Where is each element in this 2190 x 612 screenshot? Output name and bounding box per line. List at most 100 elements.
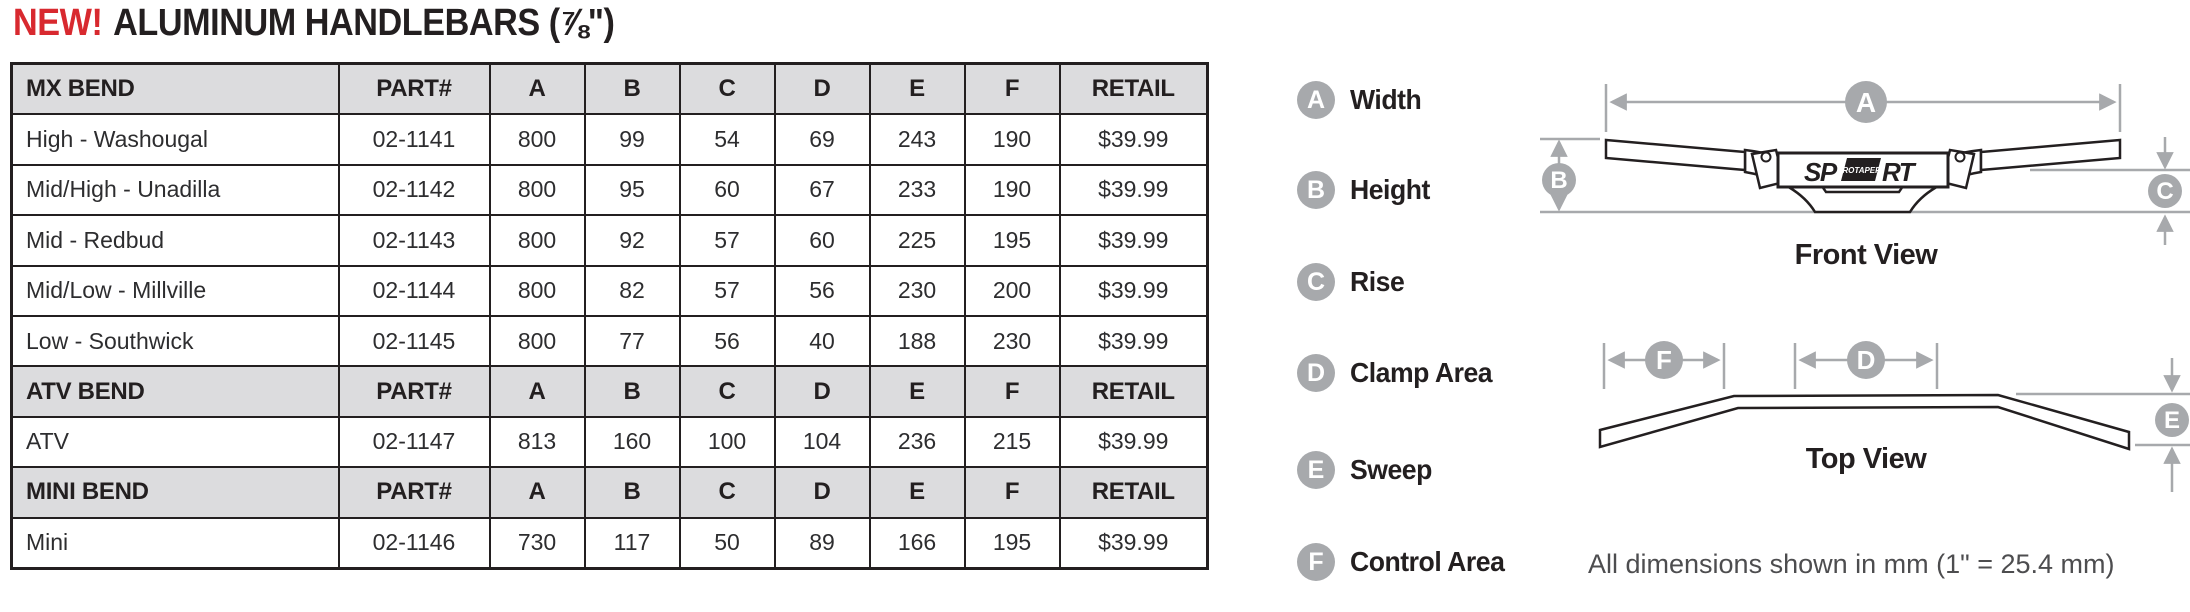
cell-b: 99 bbox=[583, 113, 681, 166]
title-text: ALUMINUM HANDLEBARS (⅞") bbox=[113, 2, 615, 44]
page-title: NEW! ALUMINUM HANDLEBARS (⅞") bbox=[13, 2, 615, 45]
dim-d-letter: D bbox=[1857, 345, 1876, 375]
crossbar-pad bbox=[1776, 151, 1950, 189]
cell-b: 160 bbox=[583, 415, 681, 469]
column-header-a: A bbox=[488, 62, 586, 116]
section-label: ATV BEND bbox=[10, 365, 340, 418]
section-label: MX BEND bbox=[10, 62, 340, 116]
cell-retail: $39.99 bbox=[1058, 113, 1209, 166]
pad-logo-left: SP bbox=[1804, 157, 1838, 187]
spec-table: MX BEND PART# A B C D E F RETAIL High - … bbox=[10, 62, 1209, 570]
column-header-f: F bbox=[963, 62, 1061, 116]
cell-e: 233 bbox=[868, 163, 966, 217]
new-badge: NEW! bbox=[13, 2, 103, 44]
column-header-b: B bbox=[583, 365, 681, 418]
section-header-mx: MX BEND PART# A B C D E F RETAIL bbox=[10, 62, 1209, 116]
column-header-retail: RETAIL bbox=[1058, 466, 1209, 519]
legend-item-sweep: E Sweep bbox=[1297, 451, 1436, 489]
cell-bend-name: Mid - Redbud bbox=[10, 214, 340, 267]
legend-label: Clamp Area bbox=[1350, 357, 1493, 388]
dimensions-note: All dimensions shown in mm (1" = 25.4 mm… bbox=[1588, 549, 2115, 579]
cell-d: 104 bbox=[773, 415, 871, 469]
column-header-c: C bbox=[678, 466, 776, 519]
dim-f-letter: F bbox=[1656, 345, 1672, 375]
cell-e: 236 bbox=[868, 415, 966, 469]
cell-bend-name: High - Washougal bbox=[10, 113, 340, 166]
cell-a: 800 bbox=[488, 163, 586, 217]
dim-e-letter: E bbox=[2164, 407, 2180, 434]
cell-a: 800 bbox=[488, 314, 586, 368]
cell-retail: $39.99 bbox=[1058, 415, 1209, 469]
left-clamp-bolt bbox=[1760, 151, 1772, 163]
cell-a: 800 bbox=[488, 214, 586, 267]
pad-logo-o-block bbox=[1841, 158, 1881, 181]
cell-b: 95 bbox=[583, 163, 681, 217]
cell-bend-name: Mid/Low - Millville bbox=[10, 264, 340, 317]
column-header-f: F bbox=[963, 466, 1061, 519]
dim-a-circle bbox=[1845, 81, 1887, 123]
dim-b-circle bbox=[1542, 163, 1576, 197]
column-header-e: E bbox=[868, 62, 966, 116]
cell-f: 230 bbox=[963, 314, 1061, 368]
column-header-d: D bbox=[773, 365, 871, 418]
table-row: Low - Southwick 02-1145 800 77 56 40 188… bbox=[10, 314, 1209, 368]
cell-f: 200 bbox=[963, 264, 1061, 317]
cell-part: 02-1141 bbox=[337, 113, 491, 166]
column-header-part: PART# bbox=[337, 365, 491, 418]
cell-retail: $39.99 bbox=[1058, 264, 1209, 317]
dim-a-letter: A bbox=[1856, 87, 1876, 118]
cell-a: 730 bbox=[488, 516, 586, 570]
cell-b: 82 bbox=[583, 264, 681, 317]
cell-f: 195 bbox=[963, 214, 1061, 267]
cell-retail: $39.99 bbox=[1058, 214, 1209, 267]
cell-part: 02-1146 bbox=[337, 516, 491, 570]
cell-c: 57 bbox=[678, 214, 776, 267]
cell-b: 92 bbox=[583, 214, 681, 267]
column-header-part: PART# bbox=[337, 466, 491, 519]
column-header-e: E bbox=[868, 466, 966, 519]
column-header-b: B bbox=[583, 466, 681, 519]
letter-c-badge: C bbox=[1297, 263, 1335, 301]
cell-f: 215 bbox=[963, 415, 1061, 469]
legend-label: Rise bbox=[1350, 266, 1405, 297]
cell-c: 56 bbox=[678, 314, 776, 368]
letter-a-badge: A bbox=[1297, 81, 1335, 119]
column-header-retail: RETAIL bbox=[1058, 62, 1209, 116]
cell-d: 69 bbox=[773, 113, 871, 166]
legend-item-height: B Height bbox=[1297, 171, 1434, 209]
legend-item-width: A Width bbox=[1297, 81, 1425, 119]
cell-part: 02-1147 bbox=[337, 415, 491, 469]
cell-d: 40 bbox=[773, 314, 871, 368]
table-row: Mid/Low - Millville 02-1144 800 82 57 56… bbox=[10, 264, 1209, 317]
cell-c: 57 bbox=[678, 264, 776, 317]
cell-part: 02-1145 bbox=[337, 314, 491, 368]
cell-c: 100 bbox=[678, 415, 776, 469]
column-header-a: A bbox=[488, 365, 586, 418]
handlebar-diagram: A B C SP PROTAPER RT Front View bbox=[1540, 81, 2190, 492]
letter-d-badge: D bbox=[1297, 354, 1335, 392]
column-header-b: B bbox=[583, 62, 681, 116]
cell-e: 243 bbox=[868, 113, 966, 166]
cell-c: 60 bbox=[678, 163, 776, 217]
legend-label: Control Area bbox=[1350, 546, 1505, 577]
cell-f: 195 bbox=[963, 516, 1061, 570]
column-header-a: A bbox=[488, 466, 586, 519]
legend-label: Height bbox=[1350, 174, 1430, 205]
cell-bend-name: Mini bbox=[10, 516, 340, 570]
column-header-c: C bbox=[678, 365, 776, 418]
legend-label: Sweep bbox=[1350, 454, 1432, 485]
cell-retail: $39.99 bbox=[1058, 163, 1209, 217]
cell-c: 50 bbox=[678, 516, 776, 570]
cell-d: 60 bbox=[773, 214, 871, 267]
cell-d: 56 bbox=[773, 264, 871, 317]
cell-retail: $39.99 bbox=[1058, 516, 1209, 570]
column-header-retail: RETAIL bbox=[1058, 365, 1209, 418]
cell-d: 89 bbox=[773, 516, 871, 570]
section-label: MINI BEND bbox=[10, 466, 340, 519]
cell-a: 800 bbox=[488, 264, 586, 317]
cell-e: 166 bbox=[868, 516, 966, 570]
top-view-drawing: F D E Top View bbox=[1598, 341, 2190, 492]
cell-c: 54 bbox=[678, 113, 776, 166]
letter-b-badge: B bbox=[1297, 171, 1335, 209]
cell-f: 190 bbox=[963, 163, 1061, 217]
